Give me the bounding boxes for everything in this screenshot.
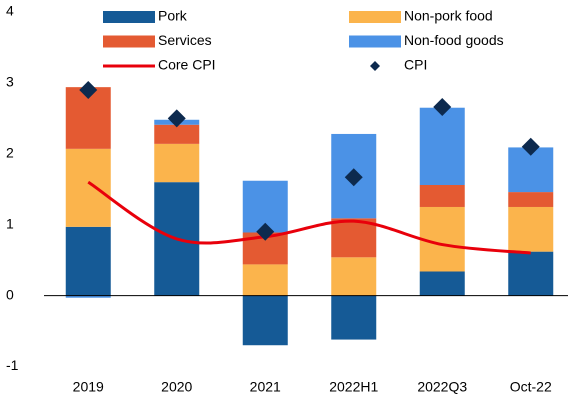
x-tick-label: 2020 [161, 379, 192, 395]
bar-segment [65, 226, 111, 296]
legend-swatch [349, 11, 401, 23]
y-tick-label: 0 [6, 286, 14, 302]
x-tick-label: 2021 [250, 379, 281, 395]
bar-segment [419, 206, 465, 272]
marker [344, 168, 363, 187]
bar-segment [154, 143, 200, 183]
x-tick-label: 2022Q3 [417, 379, 467, 395]
bar-segment [154, 124, 200, 144]
bar-segment [242, 295, 288, 346]
legend-swatch [370, 61, 380, 71]
legend-swatch [103, 11, 155, 23]
x-tick-label: 2019 [73, 379, 104, 395]
marker [167, 109, 186, 128]
y-tick-label: 3 [6, 74, 14, 90]
marker [79, 80, 98, 99]
legend-swatch [103, 35, 155, 48]
legend-label: Core CPI [158, 57, 216, 73]
line [87, 180, 531, 255]
legend-label: Pork [158, 8, 188, 24]
bar-segment [65, 295, 111, 298]
y-tick-label: 4 [6, 3, 14, 19]
y-tick-label: 1 [6, 215, 14, 231]
legend-swatch [349, 35, 401, 48]
x-tick-label: Oct-22 [510, 379, 552, 395]
bar-segment [419, 107, 465, 185]
bar-segment [508, 251, 554, 296]
y-tick-label: 2 [6, 145, 14, 161]
legend-label: CPI [404, 57, 427, 73]
bar-segment [331, 257, 377, 296]
marker [256, 222, 275, 241]
x-tick-label: 2022H1 [329, 379, 378, 395]
bar-segment [419, 271, 465, 296]
legend-label: Services [158, 32, 212, 48]
marker [433, 98, 452, 117]
legend-label: Non-food goods [404, 32, 504, 48]
bar-segment [508, 192, 554, 207]
bar-segment [331, 218, 377, 258]
bar-segment [508, 206, 554, 252]
legend-label: Non-pork food [404, 8, 493, 24]
bar-segment [242, 264, 288, 296]
bar-segment [331, 295, 377, 340]
bar-segment [419, 184, 465, 207]
y-tick-label: -1 [6, 357, 19, 373]
bar-segment [65, 148, 111, 227]
marker [521, 137, 540, 156]
